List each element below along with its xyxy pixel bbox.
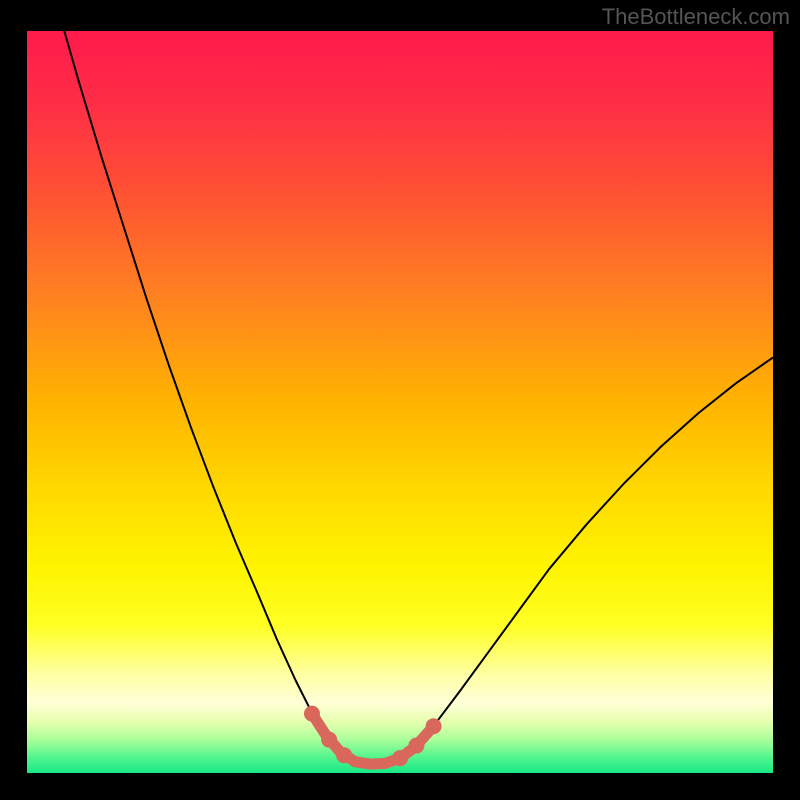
optimal-range-marker <box>408 738 424 754</box>
optimal-range-marker <box>304 706 320 722</box>
optimal-range-marker <box>321 732 337 748</box>
gradient-background <box>27 31 773 773</box>
optimal-range-marker <box>336 747 352 763</box>
optimal-range-marker <box>392 750 408 766</box>
bottleneck-chart <box>0 0 800 800</box>
optimal-range-marker <box>426 718 442 734</box>
